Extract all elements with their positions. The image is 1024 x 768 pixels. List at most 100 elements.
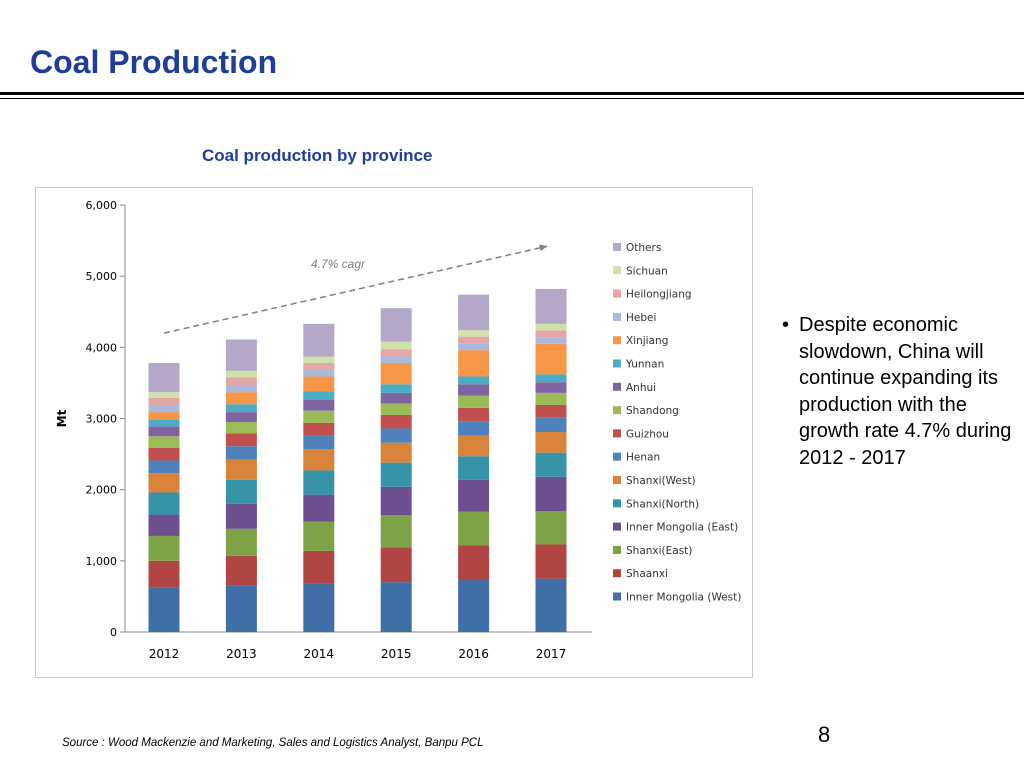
x-tick-label: 2013 bbox=[226, 647, 257, 661]
bar-segment-2015-yunnan bbox=[380, 384, 412, 393]
bar-segment-2017-inner-mongolia-west- bbox=[535, 578, 567, 632]
y-tick-label: 3,000 bbox=[86, 413, 118, 426]
bar-segment-2015-shanxi-north- bbox=[380, 462, 412, 487]
legend-swatch bbox=[613, 243, 621, 251]
bar-segment-2016-shanxi-east- bbox=[458, 511, 490, 546]
bar-segment-2017-anhui bbox=[535, 382, 567, 393]
bar-segment-2017-sichuan bbox=[535, 323, 567, 331]
legend-label: Shanxi(North) bbox=[626, 498, 699, 510]
legend-swatch bbox=[613, 336, 621, 345]
bar-segment-2013-shandong bbox=[225, 422, 257, 434]
bar-segment-2013-yunnan bbox=[225, 404, 257, 413]
bullet-text: Despite economic slowdown, China will co… bbox=[799, 314, 1012, 469]
bar-segment-2017-guizhou bbox=[535, 404, 567, 418]
bar-segment-2017-hebei bbox=[535, 337, 567, 344]
bar-segment-2017-heilongjiang bbox=[535, 330, 567, 338]
bar-segment-2014-others bbox=[303, 323, 335, 357]
bar-segment-2013-shaanxi bbox=[225, 555, 257, 586]
legend-swatch bbox=[613, 429, 621, 438]
bar-segment-2012-henan bbox=[148, 460, 180, 474]
bar-segment-2015-guizhou bbox=[380, 414, 412, 429]
legend-label: Shandong bbox=[626, 405, 679, 417]
bar-segment-2012-inner-mongolia-east- bbox=[148, 514, 180, 536]
x-tick-label: 2015 bbox=[381, 647, 412, 661]
bar-segment-2014-guizhou bbox=[303, 422, 335, 436]
bar-segment-2016-shanxi-west- bbox=[458, 435, 490, 457]
bullet-point: • Despite economic slowdown, China will … bbox=[782, 312, 1012, 471]
y-tick-label: 1,000 bbox=[86, 555, 118, 568]
bar-segment-2012-shanxi-east- bbox=[148, 535, 180, 561]
bar-segment-2012-anhui bbox=[148, 426, 180, 437]
bar-segment-2017-others bbox=[535, 288, 567, 324]
bar-segment-2012-xinjiang bbox=[148, 412, 180, 420]
bar-segment-2012-others bbox=[148, 362, 180, 393]
x-tick-label: 2017 bbox=[536, 647, 567, 661]
bar-segment-2015-xinjiang bbox=[380, 362, 412, 385]
title-divider-thin bbox=[0, 98, 1024, 99]
bar-segment-2017-shanxi-east- bbox=[535, 511, 567, 545]
bar-segment-2016-sichuan bbox=[458, 330, 490, 337]
chart-caption: Coal production by province bbox=[202, 146, 433, 165]
bar-segment-2012-shanxi-north- bbox=[148, 492, 180, 515]
bar-segment-2012-sichuan bbox=[148, 392, 180, 398]
bar-segment-2017-xinjiang bbox=[535, 343, 567, 375]
legend-swatch bbox=[613, 522, 621, 531]
bar-segment-2014-shandong bbox=[303, 410, 335, 423]
legend-label: Yunnan bbox=[625, 359, 664, 371]
bar-segment-2015-shanxi-west- bbox=[380, 442, 412, 463]
legend-swatch bbox=[613, 592, 621, 601]
bar-segment-2015-anhui bbox=[380, 392, 412, 404]
bar-segment-2016-henan bbox=[458, 421, 490, 436]
y-tick-label: 4,000 bbox=[86, 341, 118, 354]
bar-segment-2015-inner-mongolia-west- bbox=[380, 582, 412, 632]
bar-segment-2014-xinjiang bbox=[303, 376, 335, 392]
bar-segment-2013-inner-mongolia-east- bbox=[225, 503, 257, 529]
bar-segment-2016-shandong bbox=[458, 395, 490, 408]
legend-label: Henan bbox=[626, 452, 660, 464]
y-axis-title: Mt bbox=[55, 409, 69, 427]
bar-segment-2013-shanxi-west- bbox=[225, 459, 257, 480]
legend-swatch bbox=[613, 289, 621, 298]
bar-segment-2012-guizhou bbox=[148, 447, 180, 461]
bar-segment-2017-shandong bbox=[535, 392, 567, 405]
x-tick-label: 2014 bbox=[304, 647, 335, 661]
stacked-bar-chart: 0 1,000 2,000 3,000 4,000 5,000 6,000 Mt 2012 201… bbox=[55, 199, 741, 661]
bar-segment-2013-shanxi-east- bbox=[225, 528, 257, 556]
bar-segment-2012-yunnan bbox=[148, 419, 180, 427]
bar-segment-2013-heilongjiang bbox=[225, 377, 257, 386]
legend-label: Hebei bbox=[626, 312, 656, 324]
bar-segment-2017-shanxi-west- bbox=[535, 432, 567, 453]
bar-segment-2016-yunnan bbox=[458, 376, 490, 385]
bar-segment-2016-xinjiang bbox=[458, 350, 490, 377]
bar-segment-2014-inner-mongolia-west- bbox=[303, 583, 335, 632]
legend-label: Others bbox=[626, 242, 661, 254]
title-divider-thick bbox=[0, 92, 1024, 95]
bar-segment-2012-shanxi-west- bbox=[148, 473, 180, 493]
legend-swatch bbox=[613, 359, 621, 368]
bar-segment-2014-shaanxi bbox=[303, 550, 335, 584]
legend-swatch bbox=[613, 452, 621, 461]
bar-segment-2015-hebei bbox=[380, 356, 412, 363]
bar-segment-2017-inner-mongolia-east- bbox=[535, 476, 567, 512]
bar-segment-2014-shanxi-west- bbox=[303, 449, 335, 471]
legend-label: Shaanxi bbox=[626, 568, 668, 580]
bar-segment-2016-guizhou bbox=[458, 407, 490, 422]
bar-segment-2012-heilongjiang bbox=[148, 397, 180, 405]
bar-segment-2016-inner-mongolia-east- bbox=[458, 479, 490, 512]
bar-segment-2014-heilongjiang bbox=[303, 362, 335, 371]
bar-segment-2013-anhui bbox=[225, 412, 257, 423]
legend-swatch bbox=[613, 569, 621, 578]
bar-segment-2013-others bbox=[225, 339, 257, 371]
bar-segment-2014-shanxi-east- bbox=[303, 521, 335, 551]
y-tick-label: 5,000 bbox=[86, 270, 118, 283]
bar-segment-2013-xinjiang bbox=[225, 392, 257, 405]
legend-swatch bbox=[613, 499, 621, 508]
legend-label: Guizhou bbox=[626, 428, 669, 440]
bar-segment-2013-henan bbox=[225, 446, 257, 460]
page-number: 8 bbox=[818, 722, 831, 747]
legend-label: Anhui bbox=[626, 382, 656, 394]
bar-segment-2015-others bbox=[380, 308, 412, 342]
bar-segment-2014-hebei bbox=[303, 370, 335, 377]
legend-label: Shanxi(West) bbox=[626, 475, 696, 487]
bar-segment-2016-others bbox=[458, 294, 490, 331]
